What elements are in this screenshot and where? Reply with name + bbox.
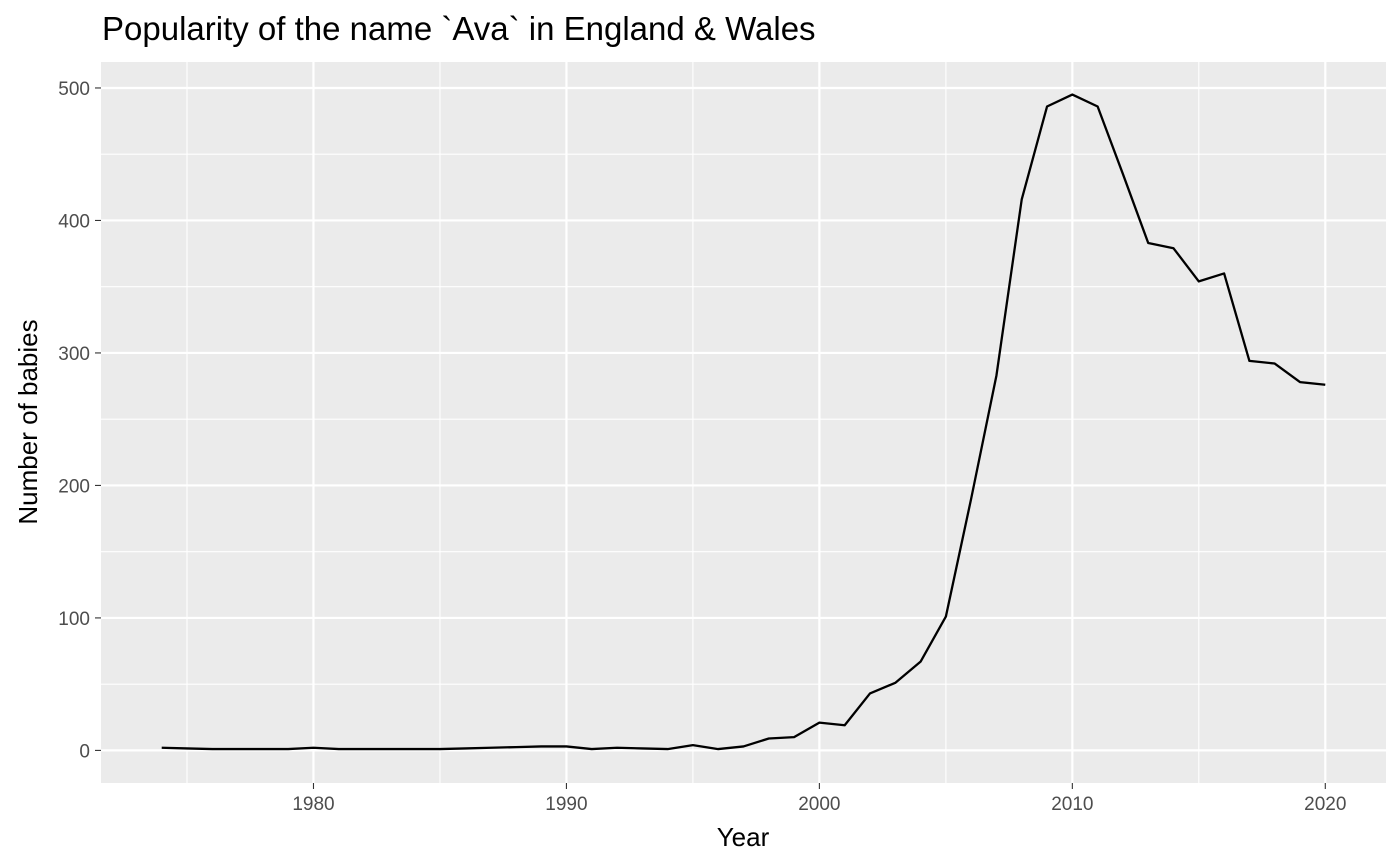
chart-title: Popularity of the name `Ava` in England …: [102, 10, 816, 47]
data-layer: [161, 93, 1326, 751]
x-tick-label: 2010: [1051, 794, 1093, 815]
x-tick-label: 1980: [292, 794, 334, 815]
y-tick-label: 100: [58, 609, 90, 630]
minor-gridlines: [101, 62, 1386, 783]
y-tick-label: 400: [58, 211, 90, 232]
series-line: [161, 93, 1326, 751]
y-tick-label: 500: [58, 79, 90, 100]
x-tick-label: 2000: [798, 794, 840, 815]
major-gridlines: [101, 62, 1386, 783]
x-axis-ticks: 1980 1990 2000 2010 2020: [292, 783, 1346, 815]
y-tick-label: 200: [58, 476, 90, 497]
y-tick-label: 0: [79, 741, 90, 762]
plot-panel: [101, 62, 1386, 783]
y-tick-label: 300: [58, 344, 90, 365]
x-axis-title: Year: [717, 822, 770, 852]
y-axis-ticks: 0 100 200 300 400 500: [58, 79, 101, 762]
y-axis-title: Number of babies: [13, 319, 43, 524]
x-tick-label: 1990: [545, 794, 587, 815]
x-tick-label: 2020: [1304, 794, 1346, 815]
